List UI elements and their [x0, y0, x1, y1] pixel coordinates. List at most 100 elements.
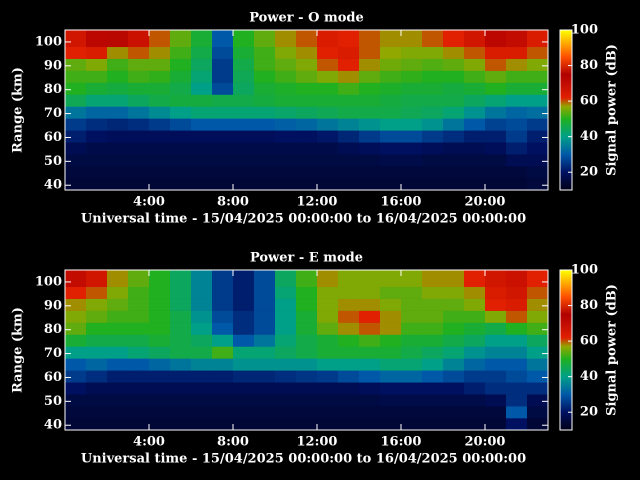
- heat-cell: [401, 58, 423, 71]
- colorbar-step: [560, 145, 572, 147]
- heat-cell: [317, 298, 339, 311]
- heat-cell: [86, 286, 108, 299]
- heat-cell: [233, 406, 255, 419]
- heat-cell: [170, 106, 192, 119]
- heat-cell: [443, 358, 465, 371]
- colorbar-step: [560, 35, 572, 37]
- colorbar-step: [560, 58, 572, 60]
- heat-cell: [359, 130, 381, 143]
- y-tick-label: 90: [44, 298, 62, 313]
- colorbar-step: [560, 350, 572, 352]
- colorbar-step: [560, 326, 572, 328]
- heat-cell: [254, 178, 276, 191]
- colorbar-step: [560, 50, 572, 52]
- heat-cell: [128, 286, 150, 299]
- colorbar-step: [560, 33, 572, 35]
- heat-cell: [464, 310, 486, 323]
- heat-cell: [128, 358, 150, 371]
- heat-cell: [317, 358, 339, 371]
- heat-cell: [107, 334, 129, 347]
- heat-cell: [107, 270, 129, 288]
- heat-cell: [338, 178, 360, 191]
- heat-cell: [317, 370, 339, 383]
- colorbar-step: [560, 371, 572, 373]
- colorbar-step: [560, 76, 572, 78]
- colorbar-step: [560, 366, 572, 368]
- heat-cell: [506, 270, 528, 288]
- colorbar-step: [560, 134, 572, 136]
- colorbar-step: [560, 180, 572, 182]
- heat-cell: [191, 142, 213, 155]
- colorbar-step: [560, 364, 572, 366]
- heat-cell: [212, 130, 234, 143]
- heat-cell: [485, 334, 507, 347]
- heat-cell: [212, 310, 234, 323]
- heat-cell: [128, 382, 150, 395]
- heat-cell: [359, 310, 381, 323]
- heat-cell: [443, 94, 465, 107]
- heat-cell: [380, 58, 402, 71]
- heat-cell: [191, 30, 213, 48]
- colorbar-step: [560, 126, 572, 128]
- heat-cell: [191, 406, 213, 419]
- colorbar-step: [560, 108, 572, 110]
- heat-cell: [65, 358, 87, 371]
- colorbar-step: [560, 71, 572, 73]
- heat-cell: [359, 106, 381, 119]
- colorbar-step: [560, 370, 572, 372]
- heat-cell: [86, 58, 108, 71]
- colorbar-tick-label: 20: [580, 165, 598, 180]
- colorbar-step: [560, 52, 572, 54]
- heat-cell: [380, 346, 402, 359]
- heat-cell: [401, 406, 423, 419]
- heat-cell: [296, 58, 318, 71]
- colorbar-step: [560, 39, 572, 41]
- heat-cell: [170, 322, 192, 335]
- colorbar-step: [560, 316, 572, 318]
- heat-cell: [359, 178, 381, 191]
- heat-cell: [464, 370, 486, 383]
- colorbar-frame: [559, 29, 573, 191]
- heat-cell: [170, 346, 192, 359]
- heat-cell: [275, 118, 297, 131]
- colorbar-step: [560, 97, 572, 99]
- heat-cell: [359, 394, 381, 407]
- heat-cell: [401, 358, 423, 371]
- x-axis-label: Universal time - 15/04/2025 00:00:00 to …: [81, 212, 526, 227]
- heat-cell: [65, 286, 87, 299]
- heat-cell: [170, 406, 192, 419]
- colorbar-step: [560, 124, 572, 126]
- colorbar-tick-label: 80: [580, 58, 598, 73]
- heat-cell: [338, 406, 360, 419]
- heat-cell: [212, 154, 234, 167]
- heat-cell: [422, 106, 444, 119]
- heat-cell: [212, 30, 234, 48]
- y-tick-label: 70: [44, 346, 62, 361]
- colorbar-step: [560, 361, 572, 363]
- colorbar-step: [560, 421, 572, 423]
- heat-cell: [359, 142, 381, 155]
- heat-cell: [170, 358, 192, 371]
- heat-cell: [254, 106, 276, 119]
- colorbar-step: [560, 400, 572, 402]
- colorbar-step: [560, 45, 572, 47]
- heat-cell: [464, 334, 486, 347]
- heat-cell: [401, 142, 423, 155]
- heat-cell: [443, 394, 465, 407]
- colorbar-step: [560, 322, 572, 324]
- heat-cell: [65, 46, 87, 59]
- colorbar-step: [560, 319, 572, 321]
- colorbar-step: [560, 411, 572, 413]
- heat-cell: [254, 286, 276, 299]
- heat-cell: [317, 46, 339, 59]
- colorbar-step: [560, 323, 572, 325]
- heat-cell: [443, 334, 465, 347]
- colorbar-step: [560, 37, 572, 39]
- heat-cell: [527, 394, 549, 407]
- heat-cell: [380, 406, 402, 419]
- heat-cell: [170, 154, 192, 167]
- heat-cell: [170, 142, 192, 155]
- colorbar-step: [560, 119, 572, 121]
- heat-cell: [443, 70, 465, 83]
- heat-cell: [191, 298, 213, 311]
